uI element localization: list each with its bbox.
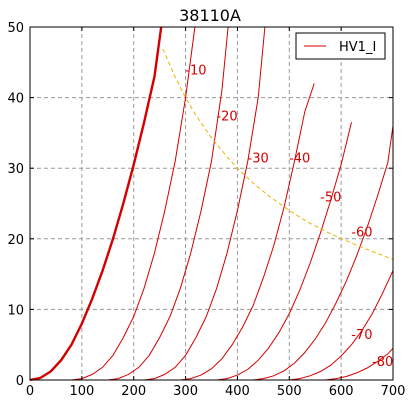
x-tick-label: 500 bbox=[277, 384, 302, 399]
axis-ticks: 0 100 200 300 400 500 600 700 0 10 20 30 40 50 bbox=[7, 21, 405, 399]
plate-curve-6 bbox=[252, 125, 394, 381]
grid-voltage-label: -10 bbox=[185, 63, 206, 78]
curve-labels: -10 -20 -30 -40 -50 -60 -70-80 bbox=[185, 63, 393, 370]
chart-title: 38110A bbox=[179, 6, 241, 25]
plate-curve-7 bbox=[289, 270, 394, 381]
y-tick-label: 40 bbox=[7, 92, 24, 107]
x-tick-label: 200 bbox=[121, 384, 146, 399]
plate-curve-2 bbox=[107, 26, 229, 381]
grid-voltage-label: -70 bbox=[351, 328, 372, 343]
plate-curve-4 bbox=[180, 83, 315, 381]
grid-voltage-label: -40 bbox=[289, 152, 310, 167]
plate-curve-3 bbox=[144, 26, 266, 381]
legend-label: HV1_I bbox=[339, 40, 376, 55]
max-dissipation-line bbox=[162, 48, 394, 260]
grid-voltage-label: -50 bbox=[320, 190, 341, 205]
legend-box bbox=[295, 32, 386, 60]
plate-curves bbox=[29, 26, 394, 382]
grid-voltage-label: -20 bbox=[216, 109, 237, 124]
y-tick-label: 50 bbox=[7, 21, 24, 36]
y-tick-label: 20 bbox=[7, 233, 24, 248]
x-tick-label: 600 bbox=[329, 384, 354, 399]
x-tick-label: 400 bbox=[225, 384, 250, 399]
x-tick-label: 300 bbox=[173, 384, 198, 399]
x-tick-label: 100 bbox=[69, 384, 94, 399]
x-tick-label: 0 bbox=[26, 384, 34, 399]
plate-curve-1 bbox=[71, 26, 196, 381]
plate-curve-0 bbox=[29, 26, 163, 382]
x-tick-label: 700 bbox=[381, 384, 406, 399]
plate-curve-5 bbox=[216, 122, 352, 381]
plate-curve-8 bbox=[325, 347, 394, 381]
dissipation-curve bbox=[162, 48, 394, 260]
plot-frame bbox=[29, 26, 394, 381]
grid-voltage-label: -80 bbox=[372, 355, 393, 370]
legend: HV1_I bbox=[295, 32, 386, 60]
grid-voltage-label: -60 bbox=[351, 226, 372, 241]
grid-voltage-label: -30 bbox=[248, 152, 269, 167]
y-tick-label: 0 bbox=[16, 374, 24, 389]
y-tick-label: 30 bbox=[7, 162, 24, 177]
y-tick-label: 10 bbox=[7, 303, 24, 318]
